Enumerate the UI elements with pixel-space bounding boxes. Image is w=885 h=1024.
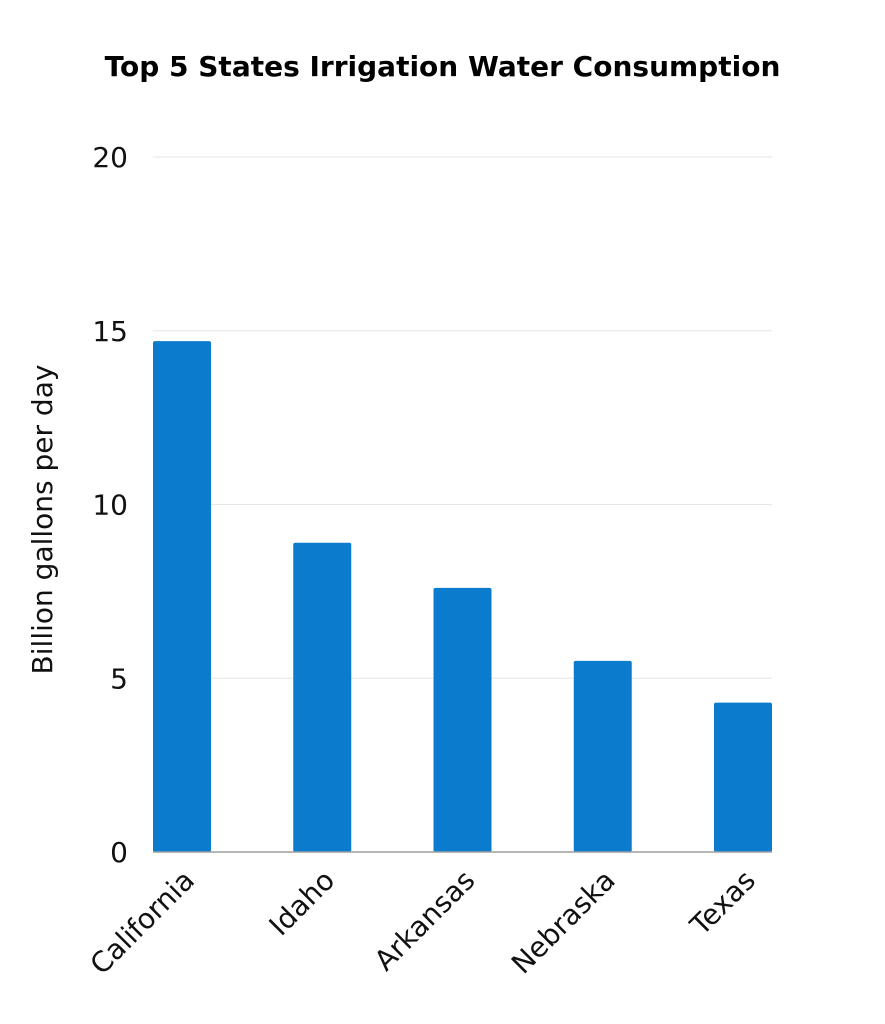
x-tick-label: Nebraska	[505, 864, 622, 981]
y-tick-label: 15	[92, 315, 128, 348]
chart-title: Top 5 States Irrigation Water Consumptio…	[104, 50, 781, 83]
y-axis-label: Billion gallons per day	[26, 365, 59, 675]
y-tick-label: 20	[92, 141, 128, 174]
y-tick-label: 0	[110, 836, 128, 869]
x-tick-label: California	[84, 864, 201, 981]
bar-arkansas	[433, 587, 492, 852]
bar-california	[153, 341, 211, 852]
x-tick-label: Idaho	[263, 864, 342, 943]
bar-texas	[714, 702, 772, 852]
x-tick-label: Arkansas	[368, 864, 482, 978]
y-tick-label: 5	[110, 662, 128, 695]
bar-nebraska	[573, 660, 632, 852]
bar-idaho	[293, 542, 352, 852]
x-tick-label: Texas	[683, 864, 762, 943]
y-tick-label: 10	[92, 489, 128, 522]
